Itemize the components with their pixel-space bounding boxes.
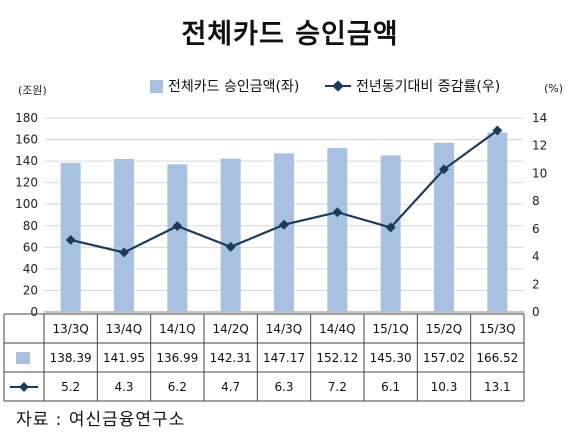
- table-bar-key: [16, 352, 30, 364]
- x-tick-label: 15/3Q: [479, 322, 515, 336]
- legend-line-swatch: [325, 79, 351, 93]
- y-left-tick-label: 140: [15, 154, 38, 168]
- x-tick-label: 15/2Q: [426, 322, 462, 336]
- bar: [220, 158, 241, 312]
- line-point: [439, 164, 449, 175]
- line-value-cell: 6.3: [274, 380, 293, 394]
- legend-bar-swatch: [150, 79, 163, 93]
- y-right-tick-label: 8: [532, 194, 540, 208]
- line-point: [385, 222, 396, 233]
- chart-title: 전체카드 승인금액: [181, 19, 399, 50]
- bar: [114, 159, 134, 312]
- line-point: [119, 247, 129, 258]
- x-tick-label: 13/3Q: [52, 322, 88, 336]
- y-right-tick-label: 14: [532, 111, 547, 125]
- line-value-cell: 5.2: [61, 380, 80, 394]
- bar-value-cell: 147.17: [263, 351, 305, 365]
- table-line-key-marker: [19, 382, 29, 392]
- bar: [327, 148, 348, 312]
- y-right-tick-label: 2: [532, 277, 540, 291]
- source-note: 자료 : 여신금융연구소: [16, 410, 186, 430]
- bar-value-cell: 142.31: [210, 351, 252, 365]
- legend-item-bar: 전체카드 승인금액(좌): [150, 76, 299, 96]
- line-point: [172, 221, 183, 232]
- y-left-tick-label: 160: [15, 133, 38, 147]
- y-left-tick-label: 20: [23, 283, 38, 297]
- bar: [380, 155, 401, 312]
- left-axis-unit: (조원): [18, 84, 47, 97]
- bar-value-cell: 152.12: [316, 351, 358, 365]
- y-left-tick-label: 40: [23, 262, 38, 276]
- x-tick-label: 14/2Q: [212, 322, 248, 336]
- bar-value-cell: 138.39: [50, 351, 92, 365]
- line-value-cell: 7.2: [328, 380, 347, 394]
- x-tick-label: 14/1Q: [159, 322, 195, 336]
- line-value-cell: 13.1: [484, 380, 511, 394]
- y-left-tick-label: 120: [15, 176, 38, 190]
- y-right-tick-label: 12: [532, 139, 547, 153]
- y-right-tick-label: 10: [532, 166, 547, 180]
- x-tick-label: 13/4Q: [106, 322, 142, 336]
- line-point: [225, 241, 236, 252]
- bar: [274, 153, 294, 312]
- y-right-tick-label: 4: [532, 250, 540, 264]
- x-tick-label: 15/1Q: [372, 322, 408, 336]
- y-right-tick-label: 0: [532, 305, 540, 319]
- bar-value-cell: 136.99: [156, 351, 198, 365]
- legend-bar-label: 전체카드 승인금액(좌): [168, 79, 300, 95]
- y-left-tick-label: 80: [23, 219, 38, 233]
- bar-value-cell: 145.30: [370, 351, 412, 365]
- line-point: [65, 234, 76, 245]
- y-left-tick-label: 60: [23, 240, 38, 254]
- line-value-cell: 4.7: [221, 380, 240, 394]
- line-value-cell: 6.1: [381, 380, 400, 394]
- bar: [487, 132, 508, 312]
- bar-value-cell: 157.02: [423, 351, 465, 365]
- line-point: [492, 125, 503, 136]
- right-axis-unit: (%): [544, 82, 564, 95]
- line-value-cell: 4.3: [114, 380, 133, 394]
- legend-item-line: 전년동기대비 증감률(우): [325, 76, 500, 96]
- line-value-cell: 6.2: [168, 380, 187, 394]
- y-left-tick-label: 180: [15, 111, 38, 125]
- line-point: [279, 219, 289, 230]
- y-left-tick-label: 100: [15, 197, 38, 211]
- bar: [434, 142, 454, 312]
- line-value-cell: 10.3: [431, 380, 458, 394]
- legend-line-label: 전년동기대비 증감률(우): [356, 79, 501, 95]
- bar-value-cell: 166.52: [476, 351, 518, 365]
- bar: [167, 164, 188, 312]
- line-point: [332, 207, 343, 218]
- x-tick-label: 14/3Q: [266, 322, 302, 336]
- bar-value-cell: 141.95: [103, 351, 145, 365]
- x-tick-label: 14/4Q: [319, 322, 355, 336]
- y-left-tick-label: 0: [30, 305, 38, 319]
- y-right-tick-label: 6: [532, 222, 540, 236]
